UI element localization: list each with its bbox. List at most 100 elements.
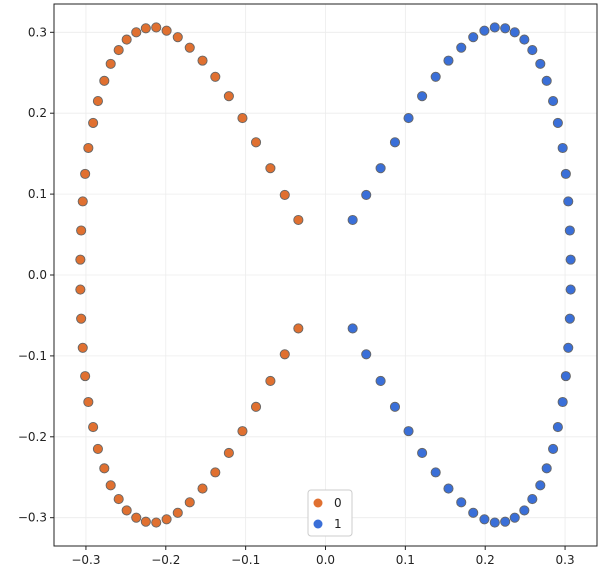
- data-point-series-0: [151, 517, 162, 528]
- data-point-series-1: [548, 96, 559, 107]
- data-point-series-0: [250, 401, 262, 412]
- data-point-series-1: [468, 32, 479, 43]
- data-point-series-0: [184, 42, 195, 53]
- data-point-series-1: [560, 371, 571, 382]
- data-point-series-0: [92, 96, 103, 107]
- data-point-series-1: [389, 137, 401, 148]
- data-point-series-0: [121, 505, 132, 516]
- data-point-series-0: [172, 32, 183, 43]
- data-point-series-0: [265, 163, 276, 174]
- data-point-series-0: [99, 463, 110, 474]
- y-tick-label: 0.0: [28, 268, 47, 282]
- data-point-series-0: [172, 507, 183, 518]
- y-tick-label: −0.2: [18, 430, 47, 444]
- data-point-series-0: [76, 225, 87, 236]
- data-point-series-1: [557, 142, 568, 154]
- data-point-series-0: [161, 25, 172, 36]
- data-point-series-1: [479, 25, 490, 36]
- data-point-series-0: [140, 516, 151, 527]
- data-point-series-0: [223, 447, 234, 459]
- data-point-series-1: [541, 75, 552, 86]
- data-point-series-0: [105, 480, 116, 491]
- data-point-series-1: [479, 514, 490, 525]
- data-point-series-1: [527, 45, 538, 56]
- legend-label-series-1: 1: [334, 517, 342, 531]
- data-point-series-0: [131, 512, 142, 523]
- data-point-series-1: [548, 443, 559, 454]
- data-point-series-1: [375, 375, 386, 387]
- data-point-series-0: [80, 371, 91, 382]
- data-point-series-1: [552, 422, 563, 433]
- data-point-series-0: [105, 58, 116, 69]
- data-point-series-0: [140, 23, 151, 34]
- data-point-series-1: [443, 483, 454, 494]
- data-point-series-1: [456, 42, 467, 53]
- data-point-series-1: [564, 225, 575, 236]
- data-point-series-0: [293, 214, 304, 226]
- data-point-series-1: [403, 113, 414, 124]
- legend-box: [307, 489, 353, 537]
- data-point-series-0: [237, 113, 248, 124]
- x-tick-label: −0.3: [71, 553, 100, 567]
- data-point-series-0: [76, 313, 87, 324]
- legend-label-series-0: 0: [334, 496, 342, 510]
- data-point-series-0: [99, 75, 110, 86]
- data-point-series-0: [113, 494, 124, 505]
- data-point-series-0: [75, 284, 86, 295]
- y-tick-label: 0.2: [28, 106, 47, 120]
- data-point-series-1: [361, 349, 372, 360]
- x-tick-label: 0.3: [556, 553, 575, 567]
- axis-ticks: −0.3 −0.2 −0.1 0.0 0.1 0.2 0.3 −0.3 −0.2 −0.1 0.0 0…: [18, 25, 575, 567]
- data-point-series-0: [265, 375, 276, 387]
- data-point-series-1: [564, 313, 575, 324]
- data-point-series-1: [535, 58, 546, 69]
- data-point-series-1: [563, 342, 574, 353]
- data-point-series-0: [210, 467, 221, 478]
- data-point-series-0: [223, 91, 234, 102]
- data-point-series-1: [560, 168, 571, 179]
- data-point-series-1: [519, 34, 530, 45]
- data-point-series-0: [161, 514, 172, 525]
- data-point-series-0: [88, 117, 99, 128]
- data-point-series-0: [279, 189, 290, 200]
- data-point-series-1: [430, 71, 441, 82]
- data-point-series-1: [430, 467, 441, 478]
- x-tick-label: 0.0: [316, 553, 335, 567]
- x-tick-label: 0.2: [476, 553, 495, 567]
- data-point-series-0: [121, 34, 132, 45]
- data-point-series-1: [417, 91, 428, 102]
- data-point-series-1: [389, 401, 401, 412]
- data-point-series-1: [456, 497, 467, 508]
- legend-marker-series-1: [313, 519, 323, 529]
- points: [75, 22, 576, 528]
- data-point-series-1: [509, 27, 520, 38]
- legend: 0 1: [307, 489, 353, 537]
- data-point-series-0: [113, 45, 124, 56]
- x-tick-label: −0.1: [231, 553, 260, 567]
- data-point-series-1: [563, 196, 574, 207]
- data-point-series-1: [541, 463, 552, 474]
- x-tick-label: 0.1: [396, 553, 415, 567]
- y-tick-label: −0.1: [18, 349, 47, 363]
- data-point-series-0: [293, 323, 304, 334]
- data-point-series-1: [565, 254, 576, 265]
- legend-marker-series-0: [313, 498, 323, 508]
- data-point-series-1: [552, 117, 563, 128]
- data-point-series-0: [237, 426, 248, 437]
- data-point-series-1: [403, 426, 414, 437]
- data-point-series-1: [361, 189, 372, 200]
- data-point-series-1: [375, 163, 386, 174]
- data-point-series-0: [197, 483, 208, 494]
- data-point-series-1: [417, 447, 428, 459]
- y-tick-label: 0.3: [28, 25, 47, 39]
- data-point-series-1: [500, 516, 511, 527]
- y-tick-label: −0.3: [18, 511, 47, 525]
- data-point-series-0: [184, 497, 195, 508]
- x-tick-label: −0.2: [151, 553, 180, 567]
- data-point-series-1: [509, 512, 520, 523]
- grid: [54, 4, 597, 546]
- data-point-series-0: [131, 27, 142, 38]
- data-point-series-0: [80, 168, 91, 179]
- data-point-series-1: [519, 505, 530, 516]
